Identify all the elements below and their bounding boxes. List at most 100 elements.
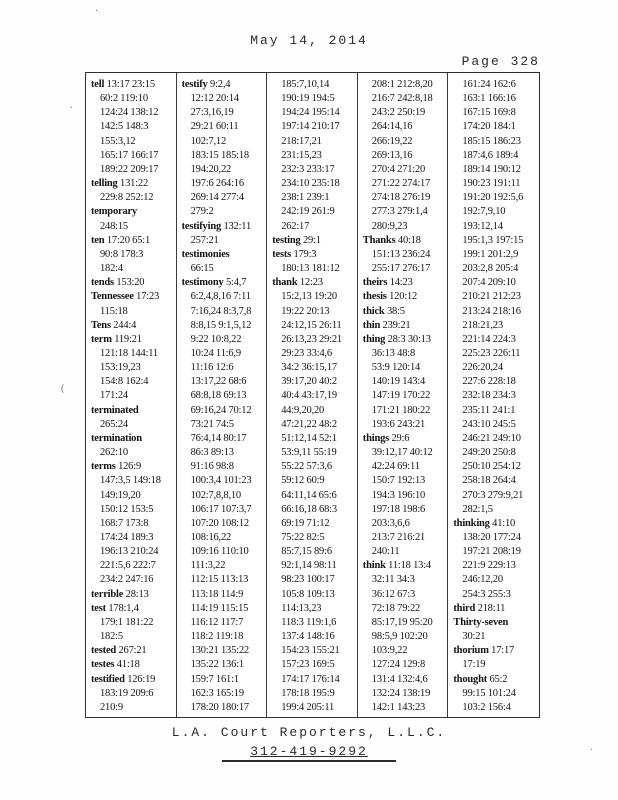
- index-entry-continuation: 116:12 117:7: [190, 616, 244, 628]
- scan-artifact: .: [70, 100, 73, 111]
- scan-artifact: (: [61, 383, 65, 394]
- index-entry-continuation: 183:19 209:6: [100, 687, 154, 699]
- index-entry-continuation: 138:20 177:24: [462, 532, 521, 543]
- index-entry-continuation: 258:18 264:4: [462, 475, 516, 487]
- index-entry-continuation: 183:15 185:18: [190, 149, 250, 161]
- index-entry-continuation: 53:9 120:14: [371, 362, 421, 374]
- index-entry-continuation: 36:13 48:8: [371, 347, 416, 359]
- index-headword: tell: [91, 79, 105, 90]
- index-entry-continuation: 51:12,14 52:1: [281, 432, 337, 444]
- index-entry: Thirty-seven: [453, 616, 538, 630]
- index-entry-continuation: 203:3,6,6: [371, 517, 410, 529]
- footer-phone: 312-419-9292: [222, 744, 396, 762]
- index-entry-continuation: 15:2,13 19:20: [281, 291, 337, 303]
- index-entry-continuation: 42:24 69:11: [371, 461, 420, 473]
- index-entry-continuation: 235:11 241:1: [462, 404, 516, 416]
- index-headword: thought: [453, 673, 488, 685]
- index-entry-continuation: 73:21 74:5: [190, 418, 234, 430]
- index-entry-continuation: 68:8,18 69:13: [190, 390, 247, 402]
- index-entry: testify 9:2,4: [181, 79, 231, 90]
- index-entry: testimonies: [182, 248, 266, 262]
- index-entry-continuation: 124:24 138:12: [100, 107, 159, 119]
- index-entry-continuation: 44:9,20,20: [281, 404, 325, 416]
- index-headword: testing: [272, 234, 301, 246]
- index-entry-continuation: 114:19 115:15: [190, 602, 249, 614]
- index-entry-continuation: 142:1 143:23: [371, 701, 426, 713]
- index-entry-continuation: 178:20 180:17: [190, 701, 250, 713]
- index-entry: thin 239:21: [362, 319, 411, 331]
- index-headword: thinking: [453, 517, 490, 529]
- index-entry-continuation: 187:4,6 189:4: [462, 149, 519, 161]
- index-entry-continuation: 194:3 196:10: [371, 489, 426, 501]
- index-entry: third 218:11: [453, 602, 506, 614]
- index-entry-continuation: 246:12,20: [462, 574, 503, 586]
- index-entry: testes 41:18: [91, 659, 140, 671]
- index-headword: things: [362, 432, 390, 444]
- index-entry: terminated: [91, 404, 175, 418]
- index-column-3: 185:7,10,14 190:19 194:5 194:24 195:14 197:…: [267, 73, 358, 717]
- index-headword: testes: [91, 659, 115, 671]
- index-column-4: 208:1 212:8,20 216:7 242:8,18 243:2 250:19…: [358, 73, 449, 717]
- index-entry-continuation: 66:15: [190, 263, 214, 275]
- index-entry-continuation: 90:8 178:3: [100, 248, 144, 260]
- index-entry: tell 13:17 23:15: [91, 79, 155, 90]
- index-entry: think 11:18 13:4: [362, 560, 431, 572]
- index-entry-continuation: 147:3,5 149:18: [100, 475, 161, 487]
- index-entry-continuation: 149:19,20: [100, 489, 141, 501]
- index-entry-continuation: 154:23 155:21: [281, 645, 340, 657]
- index-entry-continuation: 197:18 198:6: [371, 503, 426, 515]
- index-entry-continuation: 178:18 195:9: [281, 687, 335, 699]
- index-entry-continuation: 39:12,17 40:12: [371, 447, 433, 459]
- index-entry-continuation: 249:20 250:8: [462, 447, 516, 459]
- index-entry-continuation: 59:12 60:9: [281, 475, 325, 487]
- index-column-1: tell 13:17 23:15 60:2 119:10 124:24 138:12…: [86, 73, 177, 717]
- index-entry-continuation: 47:21,22 48:2: [281, 418, 337, 430]
- index-entry-continuation: 216:7 242:8,18: [371, 93, 433, 105]
- index-entry-continuation: 257:21: [190, 234, 219, 246]
- index-entry-continuation: 111:3,22: [190, 560, 226, 572]
- index-entry-continuation: 161:24 162:6: [462, 79, 516, 90]
- index-entry-continuation: 102:7,8,8,10: [190, 489, 242, 501]
- index-entry-continuation: 107:20 108:12: [190, 517, 250, 529]
- index-headword: term: [91, 333, 112, 345]
- index-headword: testifying: [181, 220, 222, 232]
- index-entry-continuation: 265:24: [100, 418, 128, 430]
- index-entry-continuation: 154:8 162:4: [100, 376, 149, 388]
- index-entry-continuation: 254:3 255:3: [462, 588, 511, 600]
- index-entry-continuation: 194:20,22: [190, 163, 232, 175]
- index-entry: ten 17:20 65:1: [91, 234, 151, 246]
- index-entry-continuation: 243:2 250:19: [371, 107, 426, 119]
- index-entry-continuation: 231:15,23: [281, 149, 322, 161]
- index-headword: terrible: [91, 588, 124, 600]
- index-entry-continuation: 157:23 169:5: [281, 659, 335, 671]
- index-entry-continuation: 189:22 209:17: [100, 163, 159, 175]
- index-headword: Thanks: [362, 234, 396, 246]
- index-entry-continuation: 137:4 148:16: [281, 631, 335, 643]
- index-entry-continuation: 85:17,19 95:20: [371, 616, 433, 628]
- index-entry-continuation: 24:12,15 26:11: [281, 319, 342, 331]
- index-entry-continuation: 277:3 279:1,4: [371, 206, 428, 218]
- index-entry-continuation: 174:24 189:3: [100, 532, 154, 543]
- index-entry-continuation: 269:13,16: [371, 149, 413, 161]
- index-entry-continuation: 189:14 190:12: [462, 163, 521, 175]
- index-entry-continuation: 163:1 166:16: [462, 93, 516, 105]
- index-entry-continuation: 197:6 264:16: [190, 178, 245, 190]
- index-entry-continuation: 274:18 276:19: [371, 192, 431, 204]
- index-entry: testified 126:19: [91, 673, 156, 685]
- index-entry-continuation: 262:17: [281, 220, 310, 232]
- index-entry-continuation: 269:14 277:4: [190, 192, 245, 204]
- index-entry: thick 38:5: [362, 305, 405, 317]
- index-entry-continuation: 180:13 181:12: [281, 263, 340, 275]
- index-entry-continuation: 264:14,16: [371, 121, 413, 133]
- index-headword: third: [453, 602, 476, 614]
- index-entry: thorium 17:17: [453, 645, 515, 657]
- index-entry-continuation: 190:23 191:11: [462, 178, 521, 190]
- index-entry-continuation: 113:18 114:9: [190, 588, 244, 600]
- index-entry: terrible 28:13: [91, 588, 149, 600]
- index-entry-continuation: 115:18: [100, 305, 128, 317]
- index-entry-continuation: 221:9 229:13: [462, 560, 516, 572]
- index-entry-continuation: 210:21 212:23: [462, 291, 521, 303]
- index-entry-continuation: 282:1,5: [462, 503, 493, 515]
- index-headword: tests: [272, 248, 292, 260]
- index-entry-continuation: 207:4 209:10: [462, 277, 516, 289]
